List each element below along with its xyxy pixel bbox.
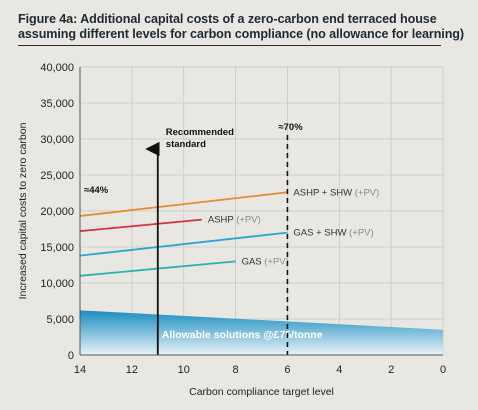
y-tick-label: 30,000 — [40, 134, 74, 146]
y-tick-label: 5,000 — [46, 314, 74, 326]
series-suffix: (+PV) — [349, 228, 374, 239]
x-axis-label: Carbon compliance target level — [189, 386, 334, 398]
figure-title-line-2: assuming different levels for carbon com… — [18, 27, 464, 41]
series-name: GAS — [242, 256, 265, 267]
x-tick-label: 8 — [233, 364, 239, 376]
allowable-solutions-area: Allowable solutions @£75/tonne — [80, 310, 443, 355]
series-name: ASHP + SHW — [293, 187, 354, 198]
seventy-percent-label: ≈70% — [278, 122, 303, 133]
series-label: GAS + SHW (+PV) — [293, 228, 373, 239]
series-name: GAS + SHW — [293, 228, 349, 239]
x-tick-label: 0 — [440, 364, 446, 376]
y-axis-label: Increased capital costs to zero carbon — [17, 122, 29, 299]
figure-title: Figure 4a: Additional capital costs of a… — [18, 12, 468, 42]
x-tick-label: 4 — [336, 364, 342, 376]
figure-title-line-1: Figure 4a: Additional capital costs of a… — [18, 12, 437, 26]
series-line — [79, 191, 288, 217]
y-tick-label: 20,000 — [40, 206, 74, 218]
forty-four-percent-label: ≈44% — [84, 185, 109, 196]
axes: 0 5,000 10,000 15,000 20,000 25,000 30,000 35,0… — [17, 62, 446, 398]
series-name: ASHP — [208, 215, 236, 226]
x-tick-label: 14 — [74, 364, 86, 376]
x-tick-label: 2 — [388, 364, 394, 376]
series-suffix: (+PV) — [355, 187, 380, 198]
series-line — [79, 231, 288, 257]
series-suffix: (+PV) — [236, 215, 261, 226]
y-tick-label: 35,000 — [40, 98, 74, 110]
x-tick-label: 12 — [126, 364, 138, 376]
recommended-label-line-2: standard — [166, 139, 206, 150]
series-line — [79, 218, 202, 233]
series-label: ASHP (+PV) — [208, 215, 261, 226]
x-tick-label: 10 — [178, 364, 190, 376]
allowable-solutions-label: Allowable solutions @£75/tonne — [162, 329, 323, 341]
y-tick-label: 10,000 — [40, 278, 74, 290]
series-label: ASHP + SHW (+PV) — [293, 187, 379, 198]
x-tick-label: 6 — [284, 364, 290, 376]
grid — [79, 66, 444, 356]
y-tick-label: 25,000 — [40, 170, 74, 182]
recommended-label-line-1: Recommended — [166, 127, 234, 138]
y-tick-label: 0 — [68, 350, 74, 362]
title-divider — [18, 45, 441, 46]
series-lines: ASHP + SHW (+PV)ASHP (+PV)GAS + SHW (+PV… — [79, 187, 379, 277]
y-tick-label: 15,000 — [40, 242, 74, 254]
allowable-solutions-band — [80, 310, 443, 355]
series-suffix: (+PV) — [264, 256, 289, 267]
y-tick-label: 40,000 — [40, 62, 74, 74]
series-label: GAS (+PV) — [242, 256, 289, 267]
